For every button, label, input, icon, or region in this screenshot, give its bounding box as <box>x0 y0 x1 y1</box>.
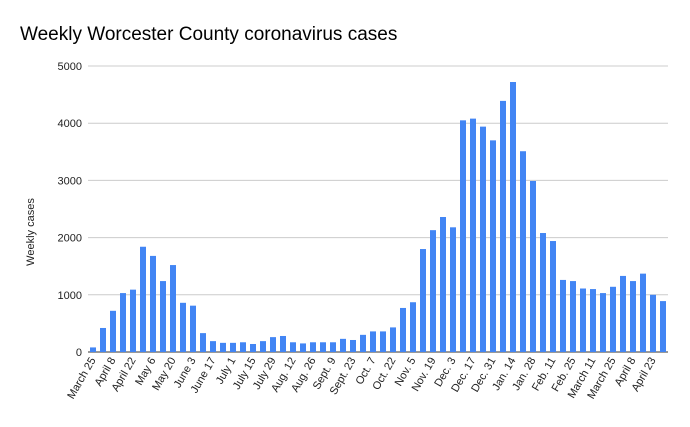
bar <box>350 339 356 352</box>
bar <box>340 338 346 352</box>
x-tick-label: March 25 <box>65 356 98 402</box>
bar <box>360 334 366 352</box>
bar <box>520 151 526 352</box>
bar <box>120 293 126 352</box>
bar <box>230 342 236 352</box>
bar <box>470 118 476 353</box>
y-tick-label: 2000 <box>58 233 82 245</box>
bar <box>380 331 386 352</box>
bar <box>510 82 516 353</box>
bar <box>90 347 96 352</box>
bar <box>560 279 566 352</box>
bar <box>150 255 156 352</box>
y-axis-label: Weekly cases <box>25 198 37 266</box>
bar <box>270 337 276 352</box>
bar <box>430 230 436 352</box>
bar <box>450 227 456 352</box>
y-tick-label: 5000 <box>58 61 82 73</box>
bar <box>190 305 196 352</box>
bar <box>500 100 506 352</box>
bar <box>260 341 266 352</box>
bar <box>650 294 656 352</box>
bar <box>640 273 646 352</box>
bar <box>100 327 106 352</box>
bar <box>410 302 416 352</box>
bar <box>530 180 536 352</box>
bar <box>180 302 186 352</box>
bar <box>440 217 446 352</box>
bar <box>310 342 316 352</box>
bar <box>490 140 496 352</box>
bar <box>480 126 486 353</box>
bar <box>200 333 206 352</box>
bar <box>220 342 226 352</box>
bar <box>110 310 116 352</box>
bar <box>610 286 616 352</box>
bar <box>630 281 636 352</box>
bar <box>140 246 146 352</box>
bar <box>420 249 426 352</box>
bar <box>550 241 556 352</box>
bar <box>300 343 306 352</box>
y-tick-label: 0 <box>76 347 82 359</box>
bar <box>620 275 626 352</box>
bar <box>400 307 406 352</box>
y-tick-label: 3000 <box>58 175 82 187</box>
bar <box>540 233 546 352</box>
bar <box>390 327 396 352</box>
bar <box>370 331 376 352</box>
bar <box>320 342 326 352</box>
bar <box>170 265 176 352</box>
bar <box>210 341 216 352</box>
bar <box>570 281 576 352</box>
bar <box>240 342 246 352</box>
y-tick-label: 1000 <box>58 290 82 302</box>
bar <box>660 301 666 352</box>
bar <box>330 342 336 352</box>
bar <box>130 289 136 352</box>
bar <box>160 281 166 352</box>
bar <box>250 343 256 352</box>
chart-title: Weekly Worcester County coronavirus case… <box>20 24 397 45</box>
bar <box>280 335 286 352</box>
y-tick-label: 4000 <box>58 118 82 130</box>
bar <box>590 289 596 352</box>
bar <box>600 293 606 352</box>
bar <box>460 120 466 352</box>
bar <box>580 288 586 352</box>
bar <box>290 342 296 352</box>
